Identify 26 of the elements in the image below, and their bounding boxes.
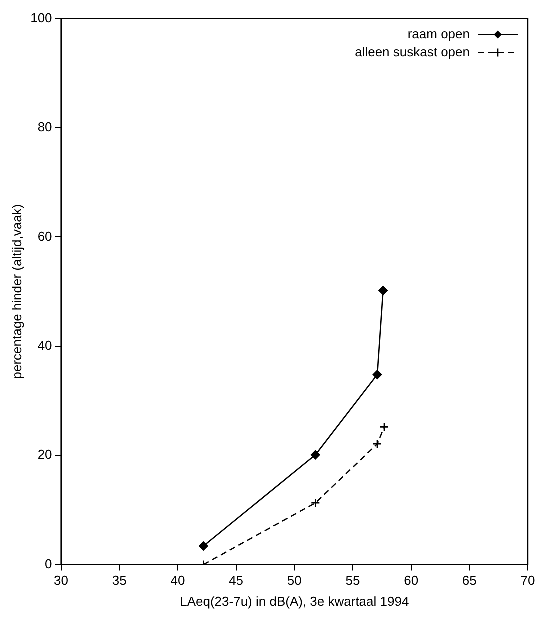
x-tick-label: 55 — [346, 573, 360, 588]
y-tick-label: 20 — [38, 447, 52, 462]
point — [198, 542, 208, 551]
y-tick-label: 100 — [30, 10, 52, 26]
point — [380, 422, 390, 432]
y-tick-label: 60 — [38, 228, 52, 244]
x-tick-label: 35 — [112, 573, 127, 588]
x-tick-label: 60 — [404, 573, 419, 588]
point — [372, 439, 382, 449]
y-axis-title: percentage hinder (altijd,vaak) — [9, 204, 24, 380]
point — [310, 498, 320, 508]
point — [378, 286, 388, 296]
y-tick-label: 80 — [38, 120, 52, 135]
x-tick-label: 45 — [229, 573, 244, 588]
y-tick-label: 0 — [45, 556, 52, 572]
x-axis-title: LAeq(23-7u) in dB(A), 3e kwartaal 1994 — [180, 594, 410, 609]
point — [310, 450, 320, 460]
point — [372, 370, 382, 380]
x-tick-label: 65 — [462, 573, 477, 588]
x-tick-label: 30 — [54, 573, 69, 588]
legend-label: alleen suskast open — [355, 44, 470, 60]
x-tick-label: 40 — [170, 573, 186, 588]
x-tick-label: 50 — [287, 573, 302, 588]
x-tick-label: 70 — [520, 573, 536, 588]
y-tick-label: 40 — [38, 338, 52, 353]
legend-label: raam open — [408, 26, 470, 42]
